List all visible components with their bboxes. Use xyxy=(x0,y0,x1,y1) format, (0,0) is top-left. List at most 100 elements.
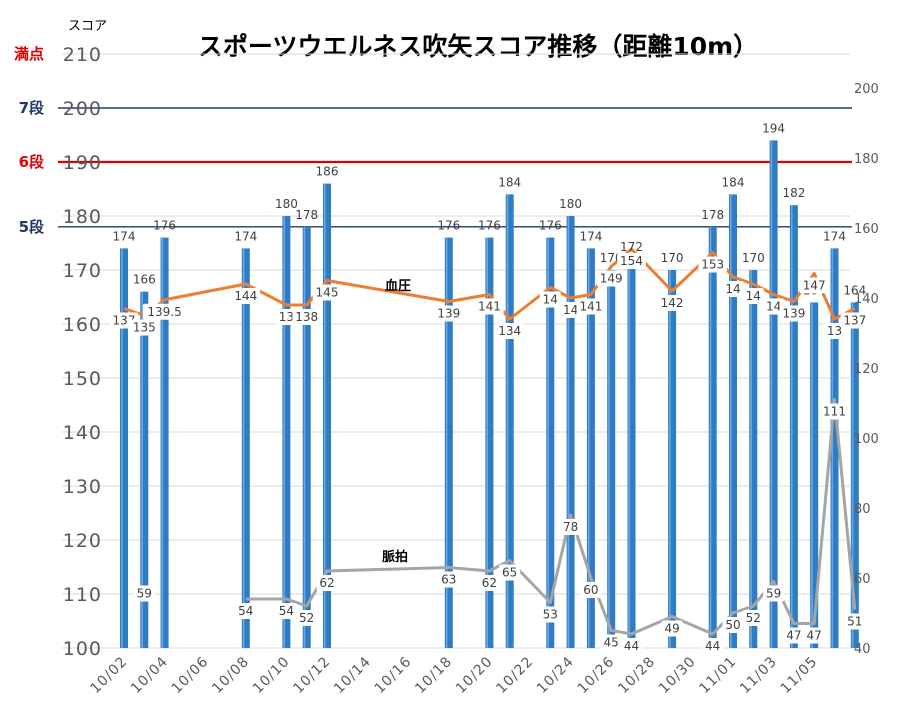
series-data-label: 14 xyxy=(766,300,781,314)
score-bar xyxy=(607,270,616,648)
series-data-label: 52 xyxy=(299,611,314,625)
series-data-label: 65 xyxy=(502,566,517,580)
score-label: 172 xyxy=(620,240,643,254)
y-tick-label: 150 xyxy=(63,368,102,390)
label-bg xyxy=(742,610,764,626)
label-bg xyxy=(316,575,338,591)
series-data-label: 49 xyxy=(664,622,679,636)
x-tick-label: 10/10 xyxy=(250,654,293,697)
score-label: 174 xyxy=(823,229,846,243)
label-bg xyxy=(560,302,582,318)
level-label: 満点 xyxy=(14,45,44,63)
score-bar xyxy=(505,194,514,648)
label-bg xyxy=(275,309,297,325)
label-bg xyxy=(621,638,642,654)
score-bar xyxy=(444,237,453,648)
series-name-label: 血圧 xyxy=(385,278,411,294)
score-bar xyxy=(586,248,595,648)
level-label: 5段 xyxy=(19,218,44,236)
x-tick-label: 10/06 xyxy=(169,654,212,697)
series-data-label: 13 xyxy=(279,310,294,324)
score-bar-highlight xyxy=(141,291,143,648)
label-bg xyxy=(824,323,845,339)
series-data-label: 54 xyxy=(279,604,294,618)
score-label: 176 xyxy=(437,219,460,233)
score-bar xyxy=(323,183,331,648)
score-bar xyxy=(789,205,798,648)
series-line xyxy=(245,398,857,636)
series-data-label: 14 xyxy=(746,289,761,303)
score-bar-highlight xyxy=(851,302,854,648)
score-bar-highlight xyxy=(709,226,712,649)
series-name-label: 脈拍 xyxy=(382,549,408,565)
score-label: 178 xyxy=(295,208,318,222)
score-label: 176 xyxy=(478,219,501,233)
x-tick-label: 10/26 xyxy=(575,654,618,697)
label-bg xyxy=(844,613,866,630)
x-tick-label: 10/18 xyxy=(412,654,455,697)
label-bg xyxy=(539,291,561,308)
label-bg xyxy=(475,298,504,315)
y-tick-label: 140 xyxy=(63,422,102,444)
y-tick-label: 180 xyxy=(63,206,102,228)
score-label: 170 xyxy=(600,251,623,265)
label-bg xyxy=(799,277,829,294)
series-data-label: 14 xyxy=(563,303,578,317)
score-label: 182 xyxy=(782,186,805,200)
series-data-label: 141 xyxy=(478,300,501,314)
score-bar xyxy=(708,226,717,649)
label-bg xyxy=(803,627,825,644)
score-bar-highlight xyxy=(567,216,570,648)
score-bar-highlight xyxy=(790,205,793,648)
level-label: 6段 xyxy=(19,153,44,171)
score-bar-highlight xyxy=(750,270,752,648)
series-data-label: 44 xyxy=(705,639,720,653)
series-data-label: 50 xyxy=(725,618,740,632)
series-line xyxy=(123,247,856,321)
score-label: 174 xyxy=(234,229,257,243)
label-bg xyxy=(763,585,785,602)
series-data-label: 153 xyxy=(701,258,724,272)
score-bar xyxy=(485,237,494,648)
series-data-label: 47 xyxy=(786,629,801,643)
score-label: 176 xyxy=(153,219,176,233)
series-data-label: 14 xyxy=(543,293,558,307)
label-bg xyxy=(560,519,582,535)
chart-title: スポーツウエルネス吹矢スコア推移（距離10m） xyxy=(198,32,758,61)
series-lines xyxy=(123,247,857,636)
y-tick-label: 160 xyxy=(63,314,102,336)
score-bar xyxy=(566,216,575,648)
y2-tick-label: 80 xyxy=(854,502,871,517)
series-data-label: 13 xyxy=(827,324,842,338)
x-tick-label: 10/14 xyxy=(331,654,374,697)
label-bg xyxy=(478,575,500,591)
label-bg xyxy=(840,312,870,329)
score-bar xyxy=(302,226,311,649)
label-bg xyxy=(600,634,622,651)
y2-tick-label: 160 xyxy=(854,222,879,237)
score-bar-highlight xyxy=(283,216,285,648)
y2-tick-label: 60 xyxy=(854,572,871,587)
score-label: 184 xyxy=(498,175,521,189)
score-label: 166 xyxy=(133,273,156,287)
label-bg xyxy=(231,288,261,304)
label-bg xyxy=(499,564,521,581)
x-tick-label: 10/20 xyxy=(453,654,496,697)
score-bar xyxy=(810,302,819,648)
label-bg xyxy=(495,323,524,339)
label-bg xyxy=(820,403,849,420)
score-bar xyxy=(830,248,839,648)
label-bg xyxy=(292,309,321,325)
score-bar xyxy=(120,248,128,648)
series-data-label: 147 xyxy=(803,279,826,293)
score-bar xyxy=(749,270,758,648)
score-label: 174 xyxy=(113,229,136,243)
series-data-label: 52 xyxy=(746,611,761,625)
score-label: 194 xyxy=(762,121,785,135)
y2-tick-label: 40 xyxy=(854,642,871,657)
series-data-label: 111 xyxy=(823,405,846,419)
series-data-label: 59 xyxy=(766,587,781,601)
series-data-label: 145 xyxy=(316,286,339,300)
